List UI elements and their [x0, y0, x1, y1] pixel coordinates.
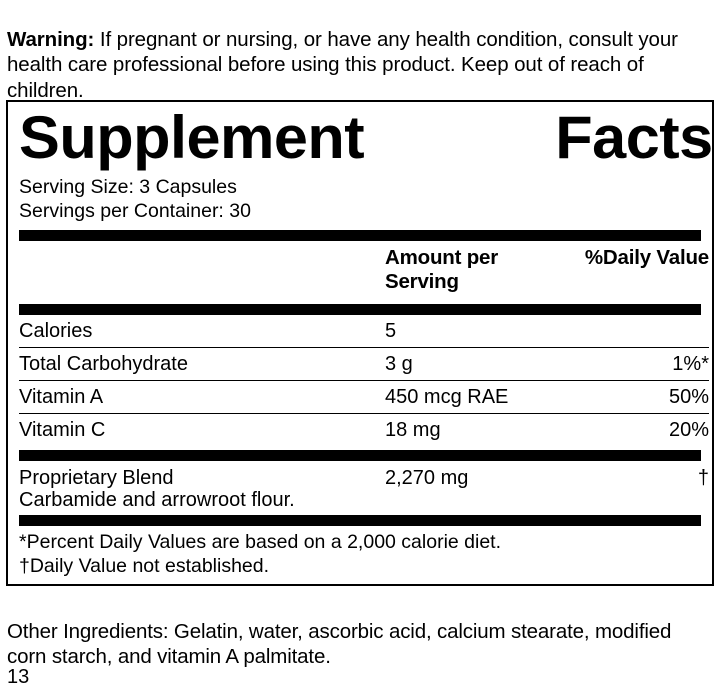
- row-separator: [19, 380, 709, 381]
- nutrient-name: Total Carbohydrate: [19, 353, 188, 375]
- table-row: Total Carbohydrate 3 g 1%*: [19, 348, 709, 380]
- nutrient-amount: 450 mcg RAE: [385, 386, 509, 408]
- nutrient-daily-value: 1%*: [672, 353, 709, 375]
- divider-bar-footnotes: [19, 515, 701, 526]
- nutrient-name: Calories: [19, 320, 93, 342]
- footnote-percent-daily-value: *Percent Daily Values are based on a 2,0…: [19, 531, 502, 553]
- warning-paragraph: Warning: If pregnant or nursing, or have…: [7, 27, 713, 104]
- table-header-row: Amount per Serving %Daily Value: [19, 241, 709, 300]
- nutrient-rows-table: Calories 5 Total Carbohydrate 3 g 1%* Vi…: [19, 315, 709, 446]
- blend-name: Proprietary Blend: [19, 467, 174, 489]
- servings-per-container: Servings per Container: 30: [19, 200, 251, 222]
- warning-label: Warning:: [7, 27, 95, 51]
- other-ingredients: Other Ingredients: Gelatin, water, ascor…: [7, 619, 672, 669]
- row-separator: [19, 413, 709, 414]
- serving-size: Serving Size: 3 Capsules: [19, 176, 237, 198]
- footnotes-block: *Percent Daily Values are based on a 2,0…: [17, 526, 703, 584]
- supplement-facts-title: Supplement Facts: [17, 102, 717, 170]
- blend-daily-value: †: [697, 467, 709, 489]
- nutrient-daily-value: 20%: [668, 419, 709, 441]
- header-nutrient: [19, 241, 385, 300]
- header-amount-per-serving: Amount per Serving: [385, 246, 499, 293]
- warning-text: If pregnant or nursing, or have any heal…: [7, 27, 678, 102]
- header-daily-value: %Daily Value: [584, 246, 709, 269]
- nutrient-amount: 18 mg: [385, 419, 441, 441]
- table-row: Vitamin A 450 mcg RAE 50%: [19, 381, 709, 413]
- nutrition-table: Amount per Serving %Daily Value: [19, 241, 709, 300]
- nutrient-name: Vitamin A: [19, 386, 104, 408]
- table-row: Vitamin C 18 mg 20%: [19, 414, 709, 446]
- title-word-supplement: Supplement: [19, 104, 365, 171]
- nutrient-daily-value: [575, 315, 709, 347]
- divider-bar-top: [19, 230, 701, 241]
- table-row: Calories 5: [19, 315, 709, 347]
- blend-amount: 2,270 mg: [385, 467, 469, 489]
- nutrient-amount: 3 g: [385, 353, 413, 375]
- title-word-facts: Facts: [555, 104, 713, 171]
- footnote-dagger: †Daily Value not established.: [19, 555, 270, 577]
- nutrient-name: Vitamin C: [19, 419, 106, 441]
- supplement-facts-panel: Supplement Facts Serving Size: 3 Capsule…: [6, 100, 714, 586]
- serving-information: Serving Size: 3 Capsules Servings per Co…: [17, 170, 703, 223]
- divider-bar-header: [19, 304, 701, 315]
- nutrient-amount: 5: [385, 320, 397, 342]
- divider-bar-blend: [19, 450, 701, 461]
- row-separator: [19, 347, 709, 348]
- page-number: 13: [7, 666, 30, 688]
- proprietary-blend-row: Proprietary Blend 2,270 mg †: [19, 461, 709, 489]
- blend-ingredients-row: Carbamide and arrowroot flour.: [19, 489, 709, 511]
- blend-ingredients: Carbamide and arrowroot flour.: [19, 489, 295, 511]
- nutrient-daily-value: 50%: [668, 386, 709, 408]
- proprietary-blend-table: Proprietary Blend 2,270 mg † Carbamide a…: [19, 461, 709, 511]
